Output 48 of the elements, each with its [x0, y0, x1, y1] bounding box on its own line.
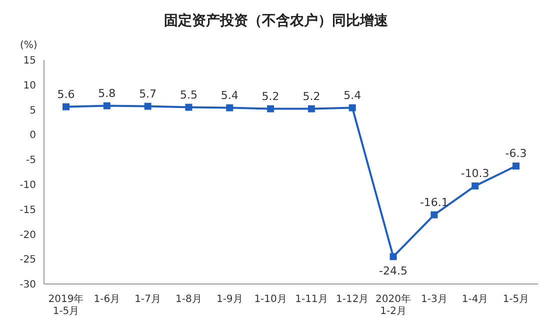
x-tick-label: 1-6月	[94, 294, 120, 305]
point	[103, 102, 110, 110]
point	[144, 102, 152, 110]
data-label: -16.1	[420, 196, 448, 209]
data-label: 5.5	[180, 88, 198, 102]
point	[226, 104, 234, 112]
x-tick-label: 1-4月	[462, 294, 488, 305]
y-tick-label: 15	[23, 56, 36, 67]
x-tick-label: 2020年 1-2月	[376, 293, 411, 317]
data-label: 5.4	[220, 88, 238, 102]
y-tick-label: -25	[20, 254, 36, 266]
point	[185, 104, 192, 111]
point	[390, 253, 397, 260]
data-label: -6.3	[505, 147, 527, 160]
x-tick-label: 1-7月	[134, 294, 161, 305]
x-tick-label: 1-10月	[254, 294, 287, 305]
data-label: 5.4	[344, 88, 362, 102]
point	[348, 104, 356, 112]
x-tick-label: 1-12月	[336, 294, 369, 305]
data-label: 5.8	[98, 86, 116, 100]
y-tick-label: 5	[30, 105, 36, 116]
x-tick-label: 2019年 1-5月	[48, 293, 84, 317]
y-tick-label: -30	[20, 280, 36, 291]
point	[472, 182, 479, 190]
x-tick-label: 1-9月	[216, 294, 243, 305]
point	[512, 162, 520, 170]
point	[267, 105, 274, 112]
data-label: 5.6	[57, 88, 75, 101]
x-tick-label: 1-3月	[421, 294, 448, 305]
data-label: 5.2	[302, 90, 320, 103]
data-label: -10.3	[460, 166, 490, 180]
y-tick-label: -5	[26, 155, 36, 166]
chart-title: 固定资产投资（不含农户）同比增速	[163, 12, 389, 30]
y-tick-label: -15	[20, 204, 36, 216]
data-label: -24.5	[379, 264, 408, 278]
point	[62, 103, 70, 110]
x-tick-label: 1-11月	[295, 294, 328, 305]
point	[308, 105, 315, 112]
y-tick-label: 10	[23, 80, 36, 92]
data-label: 5.2	[262, 90, 280, 103]
y-axis-title: (%)	[20, 40, 38, 51]
y-tick-label: 0	[30, 130, 36, 142]
data-label: 5.7	[139, 87, 157, 100]
point	[430, 211, 438, 218]
y-tick-label: -10	[20, 180, 36, 191]
x-tick-label: 1-5月	[502, 294, 530, 305]
y-tick-label: -20	[20, 230, 36, 241]
x-tick-label: 1-8月	[176, 294, 202, 305]
